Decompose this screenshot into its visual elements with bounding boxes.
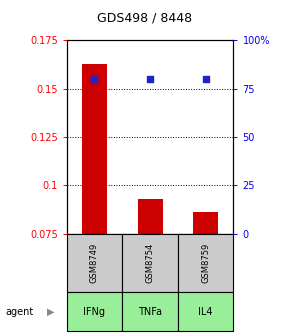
Text: TNFa: TNFa [138, 307, 162, 317]
Text: GSM8759: GSM8759 [201, 243, 210, 283]
Text: GDS498 / 8448: GDS498 / 8448 [97, 12, 193, 25]
Point [148, 76, 153, 82]
Text: GSM8749: GSM8749 [90, 243, 99, 283]
Text: IFNg: IFNg [84, 307, 106, 317]
Text: GSM8754: GSM8754 [146, 243, 155, 283]
Text: agent: agent [6, 307, 34, 317]
Point [92, 76, 97, 82]
Text: ▶: ▶ [47, 307, 55, 317]
Bar [82, 64, 107, 234]
Text: IL4: IL4 [198, 307, 213, 317]
Bar [137, 199, 163, 234]
Bar [193, 212, 218, 234]
Point [203, 76, 208, 82]
